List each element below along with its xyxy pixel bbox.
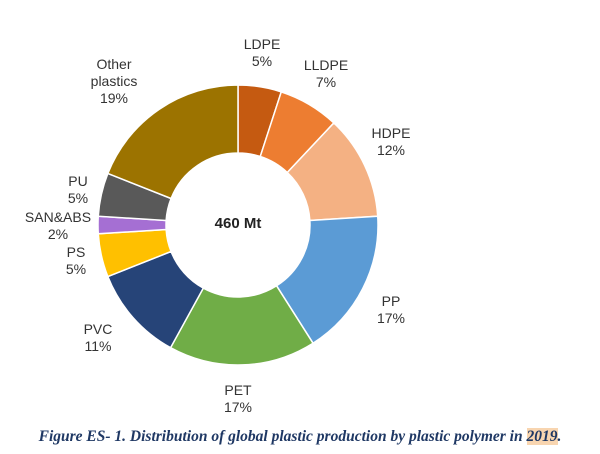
- slice-label-pp-value: 17%: [377, 310, 405, 326]
- donut-chart: 460 Mt LDPE 5% LLDPE 7% HDPE 12% PP 17% …: [25, 36, 411, 415]
- donut-slice-other-plastics: [106, 84, 239, 200]
- slice-label-hdpe-value: 12%: [377, 142, 405, 158]
- caption-text: Figure ES- 1. Distribution of global pla…: [38, 428, 527, 445]
- donut-slice-pp: [275, 215, 379, 345]
- caption-year: 2019: [526, 428, 558, 445]
- slice-label-pp-name: PP: [382, 293, 401, 309]
- slice-label-lldpe-name: LLDPE: [304, 57, 348, 73]
- slice-label-ps: PS 5%: [66, 244, 86, 277]
- slice-label-other: Other plastics 19%: [91, 56, 138, 106]
- center-label: 460 Mt: [215, 215, 262, 232]
- slice-label-other-name-line2: plastics: [91, 73, 138, 89]
- slice-label-other-name-line1: Other: [96, 56, 131, 72]
- figure-caption: Figure ES- 1. Distribution of global pla…: [0, 428, 600, 446]
- slice-label-ldpe-value: 5%: [252, 53, 272, 69]
- slice-label-ldpe-name: LDPE: [244, 36, 281, 52]
- donut-slices: [97, 84, 379, 366]
- donut-slice-pet: [169, 284, 315, 366]
- slice-label-pet-value: 17%: [224, 399, 252, 415]
- slice-label-pvc-name: PVC: [84, 321, 113, 337]
- slice-label-pet: PET 17%: [224, 382, 252, 415]
- slice-label-pu-value: 5%: [68, 190, 88, 206]
- slice-label-ldpe: LDPE 5%: [244, 36, 281, 69]
- slice-label-pu-name: PU: [68, 173, 87, 189]
- slice-label-hdpe: HDPE 12%: [372, 125, 411, 158]
- slice-label-pvc: PVC 11%: [84, 321, 113, 354]
- slice-label-other-value: 19%: [100, 90, 128, 106]
- slice-label-san-abs: SAN&ABS 2%: [25, 209, 91, 242]
- slice-label-ps-value: 5%: [66, 261, 86, 277]
- slice-label-san-abs-name: SAN&ABS: [25, 209, 91, 225]
- slice-label-lldpe: LLDPE 7%: [304, 57, 348, 90]
- slice-label-pvc-value: 11%: [85, 338, 112, 354]
- slice-label-hdpe-name: HDPE: [372, 125, 411, 141]
- slice-label-pp: PP 17%: [377, 293, 405, 326]
- slice-label-pu: PU 5%: [68, 173, 88, 206]
- slice-label-san-abs-value: 2%: [48, 226, 68, 242]
- slice-label-ps-name: PS: [67, 244, 86, 260]
- slice-label-lldpe-value: 7%: [316, 74, 336, 90]
- caption-end: .: [557, 428, 562, 445]
- slice-label-pet-name: PET: [224, 382, 252, 398]
